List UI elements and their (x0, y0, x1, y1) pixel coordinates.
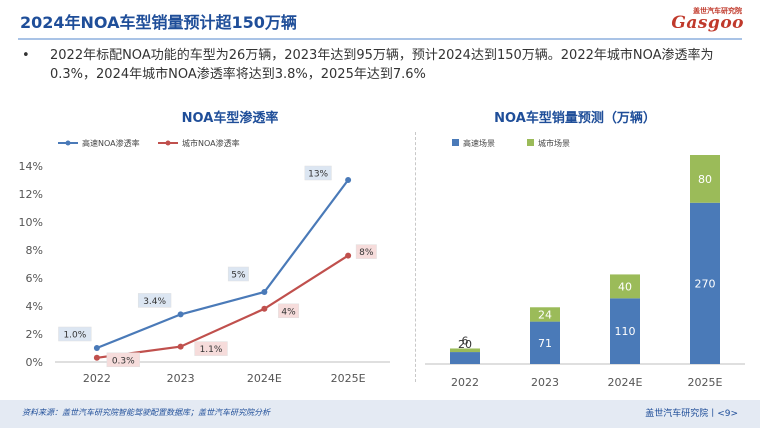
bar-value-label: 40 (618, 280, 632, 293)
logo-chinese-text: 盖世汽车研究院 (693, 7, 742, 15)
bullet-icon: • (22, 48, 30, 63)
data-label-box (355, 244, 377, 259)
x-tick-label: 2024E (608, 376, 643, 389)
chart-divider (415, 132, 417, 382)
page-title: 2024年NOA车型销量预计超150万辆 (20, 13, 297, 32)
data-point (345, 177, 352, 183)
bar-segment-city (610, 274, 640, 299)
gasgoo-logo: 盖世汽车研究院 Gasgoo (654, 6, 746, 36)
bar-segment-city (530, 307, 560, 322)
data-label: 13% (308, 170, 328, 180)
data-label: 4% (281, 307, 296, 317)
footer-bar (0, 400, 760, 428)
data-label-box (194, 341, 228, 356)
y-tick-label: 4% (26, 300, 43, 313)
data-label: 8% (359, 248, 374, 258)
data-label-box (58, 326, 92, 342)
bar-value-label: 110 (615, 325, 636, 338)
bar-value-label: 270 (695, 277, 716, 290)
data-point (261, 305, 268, 312)
legend-label-city: 城市NOA渗透率 (182, 138, 240, 148)
series-line-city (96, 254, 349, 359)
bar-value-label: 6 (462, 334, 469, 347)
x-tick-label: 2023 (167, 372, 195, 385)
summary-text: 2022年标配NOA功能的车型为26万辆，2023年达到95万辆，预计2024达… (50, 48, 714, 82)
bar-value-label: 80 (698, 173, 712, 186)
legend-swatch-city (527, 139, 534, 146)
data-label-box (137, 293, 172, 308)
y-tick-label: 14% (19, 160, 43, 173)
data-point (345, 252, 352, 259)
data-label: 3.4% (143, 297, 166, 307)
legend-marker-city (165, 140, 171, 146)
footer-page-number: 盖世汽车研究院丨<9> (645, 409, 738, 419)
bar-segment-highway (690, 202, 720, 364)
logo-english-text: Gasgoo (671, 13, 744, 33)
legend-swatch-highway (452, 139, 459, 146)
x-tick-label: 2022 (83, 372, 111, 385)
bar-segment-highway (610, 298, 640, 364)
data-label-box (227, 266, 249, 282)
data-label-box (106, 352, 140, 368)
bar-value-label: 20 (458, 338, 472, 351)
data-point (177, 311, 184, 318)
x-tick-label: 2025E (331, 372, 366, 385)
legend-marker-highway (65, 140, 71, 146)
legend-label-highway: 高速场景 (463, 138, 495, 148)
bar-value-label: 24 (538, 308, 552, 321)
data-label: 1.0% (63, 331, 86, 341)
bar-segment-city (690, 155, 720, 203)
data-label-box (304, 165, 332, 181)
y-tick-label: 0% (26, 356, 43, 369)
x-tick-label: 2025E (688, 376, 723, 389)
y-tick-label: 10% (19, 216, 43, 229)
footer-source: 资料来源：盖世汽车研究院智能驾驶配置数据库；盖世汽车研究院分析 (22, 408, 270, 417)
penetration-chart-title: NOA车型渗透率 (181, 111, 279, 126)
series-line-highway (96, 179, 350, 350)
legend-label-city: 城市场景 (538, 138, 570, 148)
x-tick-label: 2022 (451, 376, 479, 389)
legend-label-highway: 高速NOA渗透率 (82, 138, 140, 148)
data-label: 1.1% (200, 345, 223, 355)
bar-segment-city (450, 348, 480, 353)
y-tick-label: 2% (26, 328, 43, 341)
bar-segment-highway (530, 321, 560, 364)
data-label: 0.3% (112, 356, 135, 366)
x-tick-label: 2023 (531, 376, 559, 389)
x-tick-label: 2024E (247, 372, 282, 385)
summary-bullet: • 2022年标配NOA功能的车型为26万辆，2023年达到95万辆，预计202… (22, 46, 748, 84)
title-divider (18, 38, 742, 40)
y-tick-label: 8% (26, 244, 43, 257)
data-label-box (278, 303, 300, 319)
bar-value-label: 71 (538, 337, 552, 350)
y-tick-label: 6% (26, 272, 43, 285)
data-point (261, 289, 268, 295)
data-point (93, 354, 100, 361)
bar-segment-highway (450, 352, 480, 364)
data-label: 5% (231, 271, 246, 281)
data-point (93, 345, 100, 351)
y-tick-label: 12% (19, 188, 43, 201)
data-point (177, 343, 184, 350)
sales-chart-title: NOA车型销量预测（万辆） (494, 111, 656, 126)
